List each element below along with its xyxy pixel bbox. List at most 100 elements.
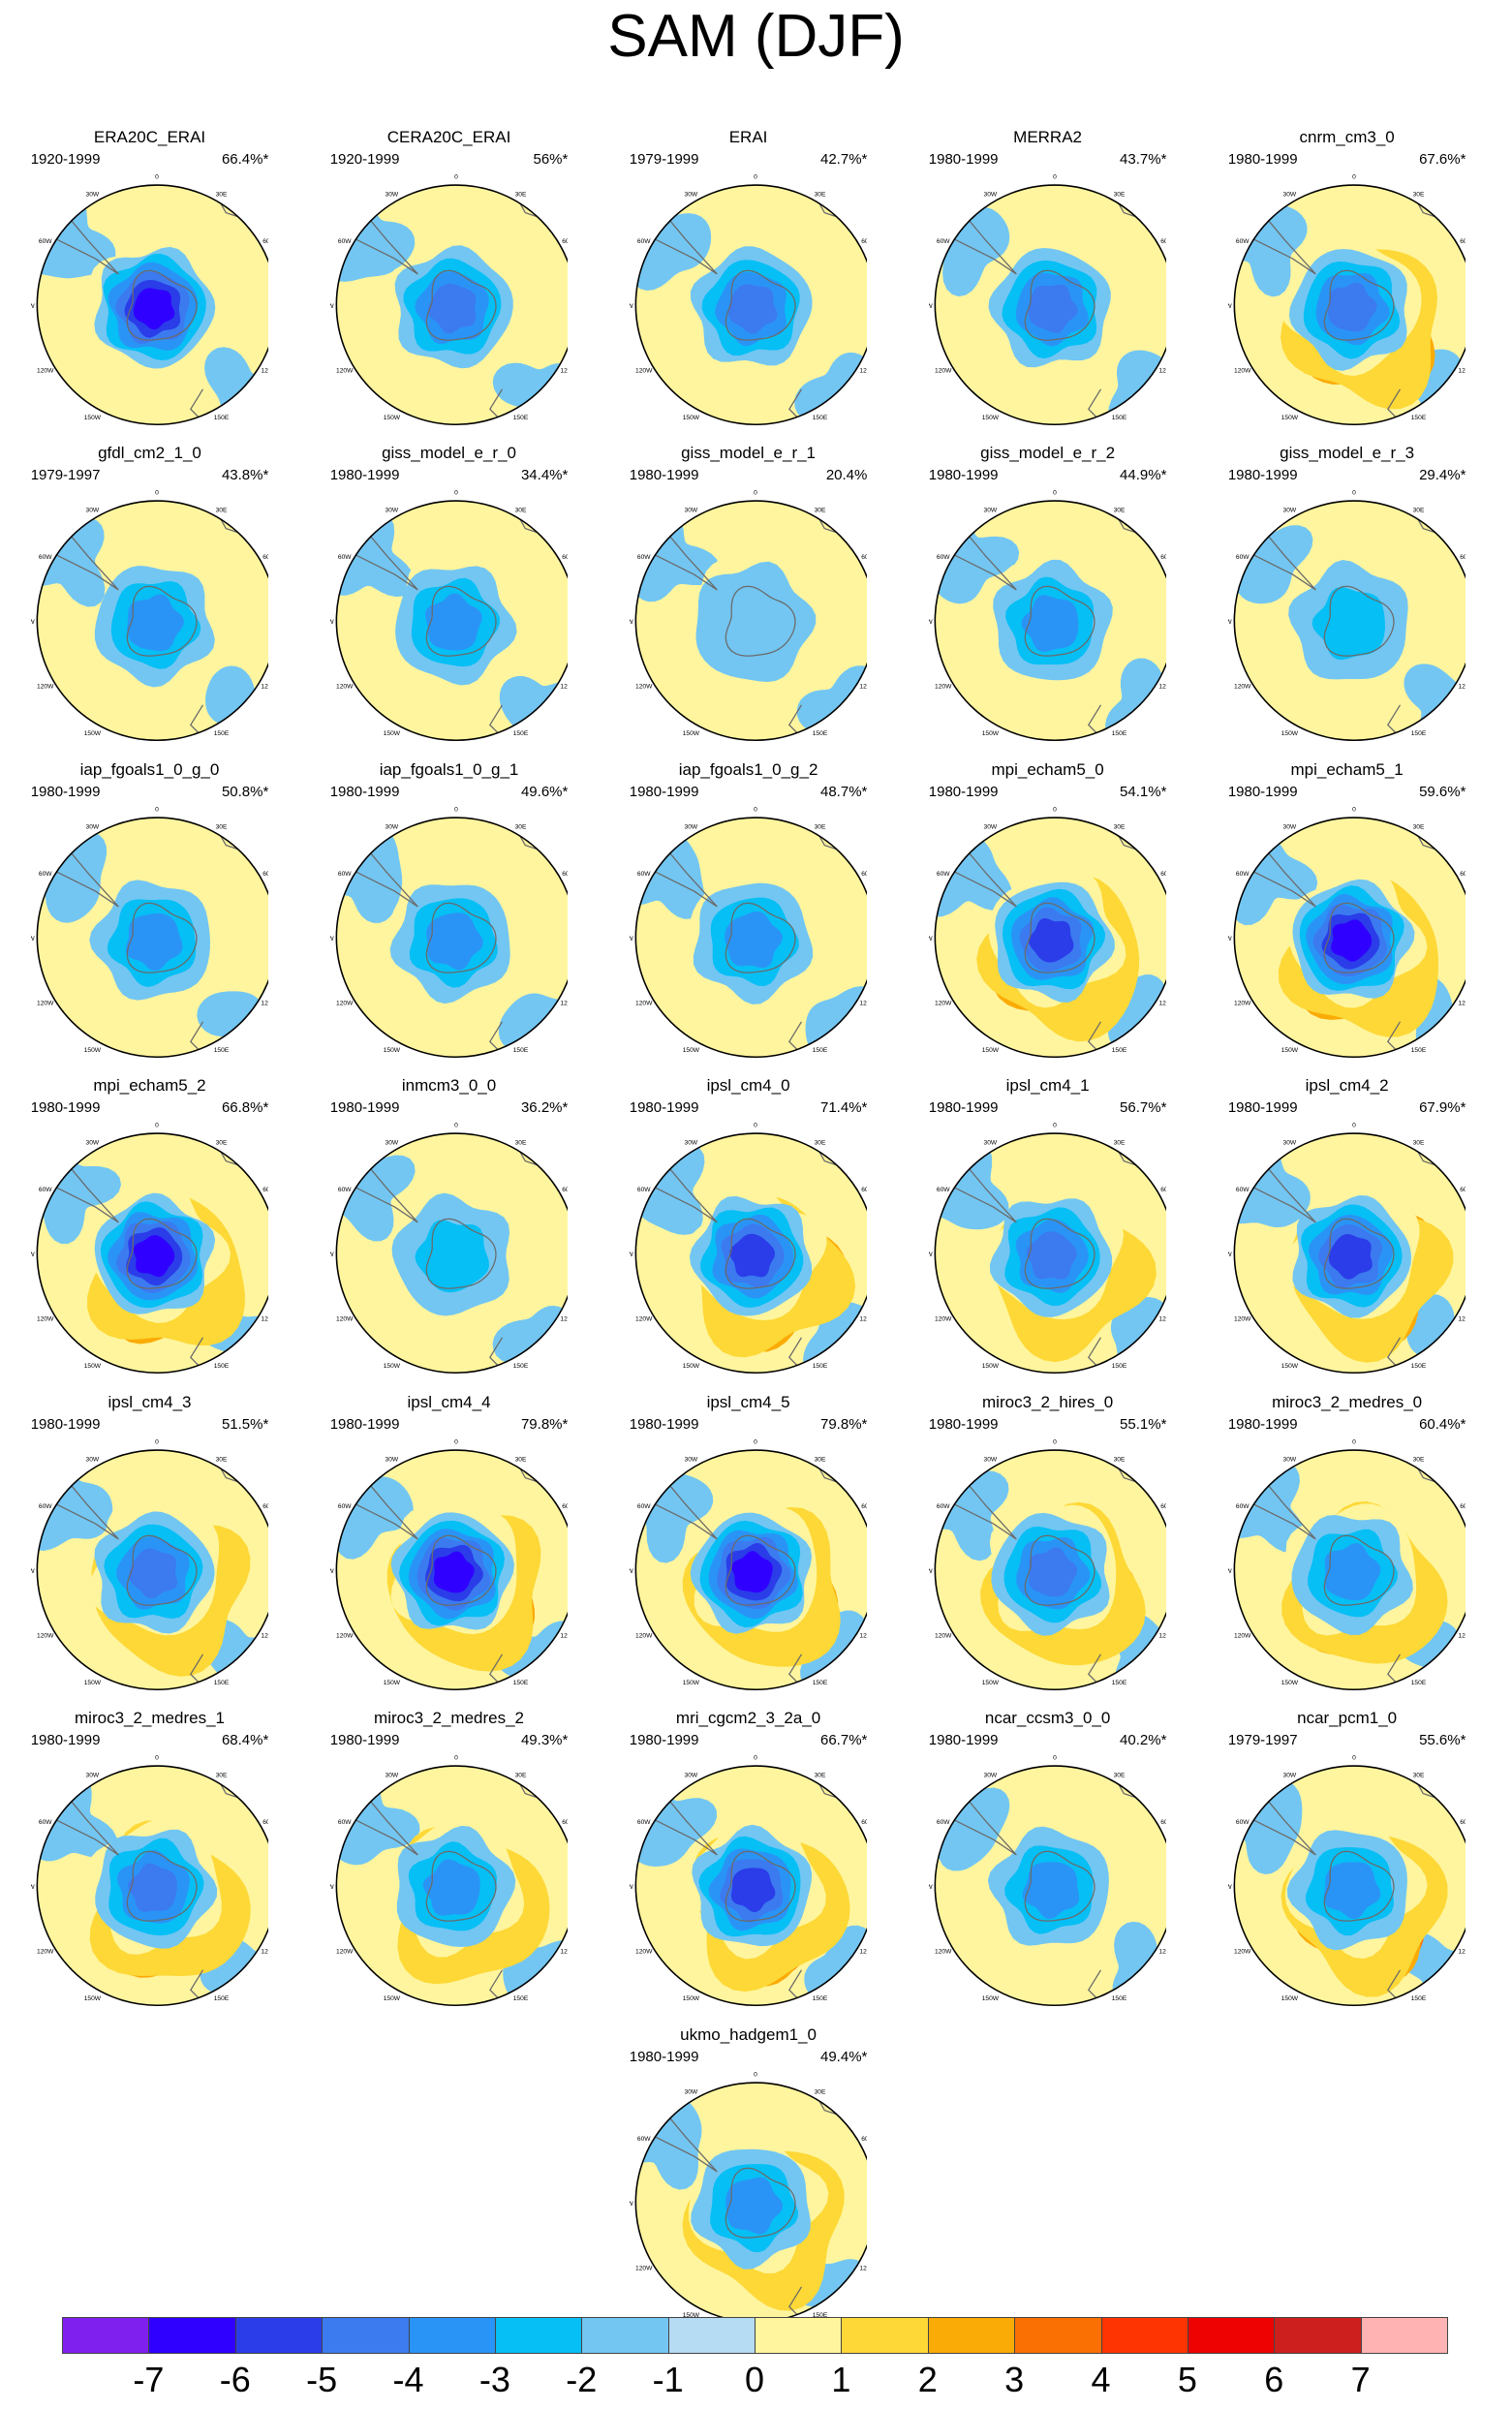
panel-title: cnrm_cm3_0 xyxy=(1299,127,1395,146)
field-contours xyxy=(336,501,569,741)
panel-variance-percent: 48.7%* xyxy=(820,783,868,800)
longitude-label: 120W xyxy=(1234,1000,1251,1006)
field-contours xyxy=(1234,501,1466,741)
map-panel: ipsl_cm4_11980-199956.7%*030E60E90E120E1… xyxy=(929,1076,1167,1375)
longitude-label: 90W xyxy=(1228,619,1232,626)
longitude-label: 90W xyxy=(330,303,334,310)
south-america-coastline xyxy=(48,211,119,275)
panel-title: inmcm3_0_0 xyxy=(401,1076,497,1096)
longitude-label: 120W xyxy=(935,1948,952,1955)
panel-title: ncar_ccsm3_0_0 xyxy=(984,1709,1111,1728)
longitude-label: 120E xyxy=(261,684,268,691)
new-zealand-coastline xyxy=(1087,388,1101,419)
new-zealand-coastline xyxy=(787,1021,802,1052)
longitude-label: 60E xyxy=(562,871,568,878)
panel-period: 1980-1999 xyxy=(629,1099,699,1117)
panel-title: miroc3_2_medres_0 xyxy=(1272,1392,1423,1411)
longitude-label: 60E xyxy=(1460,554,1466,561)
longitude-label: 60E xyxy=(861,871,867,878)
longitude-label: 150E xyxy=(812,730,827,737)
map-boundary xyxy=(36,500,269,742)
map-panel: ipsl_cm4_51980-199979.8%*030E60E90E120E1… xyxy=(630,1393,868,1692)
longitude-label: 120E xyxy=(859,684,867,691)
map-panel: mpi_echam5_01980-199954.1%*030E60E90E120… xyxy=(929,760,1167,1060)
longitude-label: 30E xyxy=(514,1140,526,1147)
map-boundary xyxy=(634,500,868,742)
longitude-label: 120W xyxy=(935,1315,952,1322)
panel-variance-percent: 67.9%* xyxy=(1419,1099,1466,1117)
longitude-label: 30E xyxy=(514,191,526,198)
longitude-label: 60W xyxy=(39,871,52,878)
panel-variance-percent: 34.4%* xyxy=(520,467,569,484)
longitude-label: 30W xyxy=(684,823,697,830)
longitude-label: 60W xyxy=(338,1503,352,1510)
south-america-coastline xyxy=(647,2109,718,2172)
colorbar-swatch xyxy=(1187,2317,1276,2354)
longitude-label: 60W xyxy=(338,238,352,245)
longitude-label: 120W xyxy=(635,2265,653,2271)
longitude-label: 120W xyxy=(635,367,653,374)
polar-map: 030E60E90E120E150E180150W120W90W60W30W xyxy=(31,1755,269,2007)
antarctica-coastline xyxy=(425,902,497,973)
panel-period: 1920-1999 xyxy=(30,150,101,168)
longitude-label: 120W xyxy=(935,1000,952,1006)
longitude-label: 0 xyxy=(754,490,757,497)
polar-map: 030E60E90E120E150E180150W120W90W60W30W xyxy=(929,1123,1167,1375)
longitude-label: 90W xyxy=(929,1251,933,1258)
colorbar-swatch xyxy=(1274,2317,1362,2354)
longitude-label: 120E xyxy=(1458,1948,1466,1955)
longitude-label: 90W xyxy=(330,1567,334,1574)
new-zealand-coastline xyxy=(787,704,802,735)
map-panel: MERRA21980-199943.7%*030E60E90E120E150E1… xyxy=(929,128,1167,427)
longitude-label: 120E xyxy=(1158,1632,1166,1639)
longitude-label: 60W xyxy=(1236,554,1250,561)
map-boundary xyxy=(1233,816,1466,1058)
panel-title: giss_model_e_r_0 xyxy=(382,444,516,463)
longitude-label: 60E xyxy=(861,2136,867,2143)
longitude-label: 30W xyxy=(983,1140,997,1147)
longitude-label: 30W xyxy=(983,508,997,514)
negative-contour xyxy=(1021,595,1079,653)
longitude-label: 150W xyxy=(1281,1995,1299,2002)
longitude-label: 120W xyxy=(635,1948,653,1955)
longitude-label: 120W xyxy=(37,367,54,374)
longitude-label: 0 xyxy=(155,1755,159,1762)
new-zealand-coastline xyxy=(488,1337,503,1368)
longitude-label: 0 xyxy=(454,490,458,497)
colorbar-tick-label: -7 xyxy=(133,2360,165,2399)
panel-period: 1980-1999 xyxy=(928,1099,999,1117)
longitude-label: 150E xyxy=(1112,1047,1127,1054)
longitude-label: 120W xyxy=(1234,1948,1251,1955)
panel-period: 1980-1999 xyxy=(629,783,699,800)
panel-variance-percent: 55.1%* xyxy=(1120,1415,1167,1433)
map-panel: miroc3_2_medres_0 1980-1999 60.4%* 0 30E 60E 9… xyxy=(1228,1393,1466,1692)
map-panel: CERA20C_ERAI1920-199956%*030E60E90E120E1… xyxy=(330,128,569,427)
longitude-label: 30E xyxy=(215,1456,227,1463)
panel-title: ncar_pcm1_0 xyxy=(1297,1709,1398,1728)
longitude-label: 150E xyxy=(512,1995,528,2002)
map-panel: mri_cgcm2_3_2a_0 1980-1999 66.7%* 0 30E 60E 90… xyxy=(630,1709,868,2008)
longitude-label: 150W xyxy=(981,1363,999,1370)
polar-map: 030E60E90E120E150E180150W120W90W60W30W xyxy=(31,490,269,742)
south-america-coastline xyxy=(48,1160,119,1223)
field-contours xyxy=(635,2082,868,2322)
field-contours xyxy=(37,1133,269,1374)
longitude-label: 60W xyxy=(637,2136,651,2143)
new-zealand-coastline xyxy=(1386,1969,1401,2000)
polar-map: 030E60E90E120E150E180150W120W90W60W30W xyxy=(630,1755,868,2007)
longitude-label: 30W xyxy=(385,1140,398,1147)
south-america-coastline xyxy=(48,1793,119,1856)
polar-map: 030E60E90E120E150E180150W120W90W60W30W xyxy=(630,490,868,742)
longitude-label: 30E xyxy=(814,508,825,514)
panel-period: 1980-1999 xyxy=(329,1732,400,1749)
longitude-label: 0 xyxy=(155,806,159,813)
panel-period: 1980-1999 xyxy=(928,783,999,800)
negative-contour xyxy=(1327,282,1377,332)
field-contours xyxy=(935,501,1167,741)
colorbar-tick-label: -5 xyxy=(306,2360,338,2399)
new-zealand-coastline xyxy=(1386,1337,1401,1368)
panel-title: miroc3_2_medres_2 xyxy=(374,1709,525,1728)
colorbar xyxy=(62,2317,1448,2354)
polar-map: 030E60E90E120E150E180150W120W90W60W30W xyxy=(929,490,1167,742)
antarctica-coastline xyxy=(126,1534,198,1606)
